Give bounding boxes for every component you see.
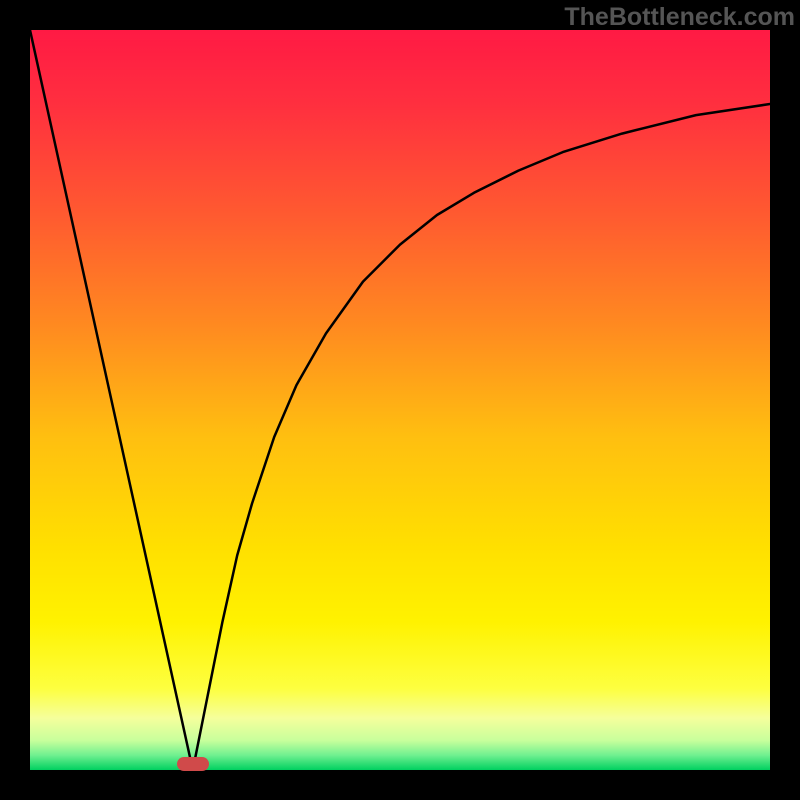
watermark-text: TheBottleneck.com (564, 3, 795, 32)
plot-area (30, 30, 770, 770)
chart-container: TheBottleneck.com (0, 0, 800, 800)
bottleneck-marker (177, 757, 209, 771)
bottleneck-curve (30, 30, 770, 770)
